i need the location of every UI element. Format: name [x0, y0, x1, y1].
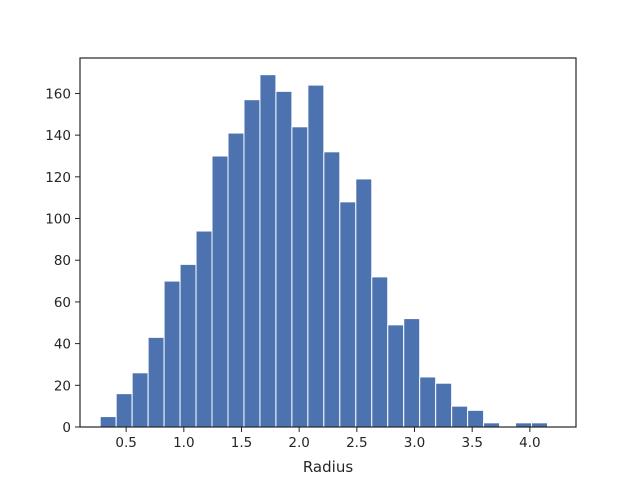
y-tick-label: 100: [45, 212, 71, 228]
histogram-bar: [387, 324, 405, 428]
histogram-bar: [179, 263, 197, 428]
histogram-bar: [355, 178, 373, 428]
histogram-bar: [147, 336, 165, 428]
histogram-bar: [227, 132, 245, 428]
y-tick-label: 0: [62, 420, 71, 436]
x-tick-label: 2.0: [288, 435, 309, 451]
y-tick-label: 20: [54, 378, 71, 394]
histogram-bar: [435, 382, 453, 428]
x-tick-label: 1.0: [173, 435, 194, 451]
x-tick-label: 2.5: [346, 435, 367, 451]
x-tick-label: 3.5: [461, 435, 482, 451]
histogram-bar: [451, 405, 469, 428]
y-tick-label: 140: [45, 128, 71, 144]
histogram-bar: [371, 276, 389, 428]
histogram-bar: [291, 126, 309, 428]
y-tick-label: 120: [45, 170, 71, 186]
histogram-bar: [419, 376, 437, 428]
histogram-bar: [275, 90, 293, 428]
histogram-bar: [131, 372, 149, 428]
x-axis-ticks: 0.5 1.0 1.5 2.0 2.5 3.0 3.5 4.0: [115, 427, 541, 451]
histogram-bar: [259, 74, 277, 428]
histogram-bar: [211, 155, 229, 428]
histogram-bar: [115, 393, 133, 428]
plot-frame: [79, 57, 577, 428]
y-axis-ticks: 0 20 40 60 80 100 120 140 160: [45, 86, 80, 436]
histogram-bar: [531, 422, 549, 428]
x-tick-label: 4.0: [519, 435, 540, 451]
histogram-bar: [99, 416, 117, 428]
histogram-bar: [403, 318, 421, 428]
histogram-bar: [163, 280, 181, 428]
x-tick-label: 1.5: [231, 435, 252, 451]
x-tick-label: 3.0: [404, 435, 425, 451]
y-tick-label: 160: [45, 86, 71, 102]
histogram-bar: [467, 409, 485, 428]
histogram-bar: [195, 230, 213, 428]
histogram-bar: [483, 422, 501, 428]
histogram-bar: [339, 201, 357, 428]
x-axis-label: Radius: [303, 458, 353, 476]
y-tick-label: 60: [54, 295, 71, 311]
x-tick-label: 0.5: [115, 435, 136, 451]
y-tick-label: 80: [54, 253, 71, 269]
histogram-bars: [99, 74, 549, 428]
histogram-bar: [515, 422, 533, 428]
histogram-bar: [243, 99, 261, 428]
histogram-bar: [307, 84, 325, 428]
y-tick-label: 40: [54, 337, 71, 353]
histogram-bar: [323, 151, 341, 428]
